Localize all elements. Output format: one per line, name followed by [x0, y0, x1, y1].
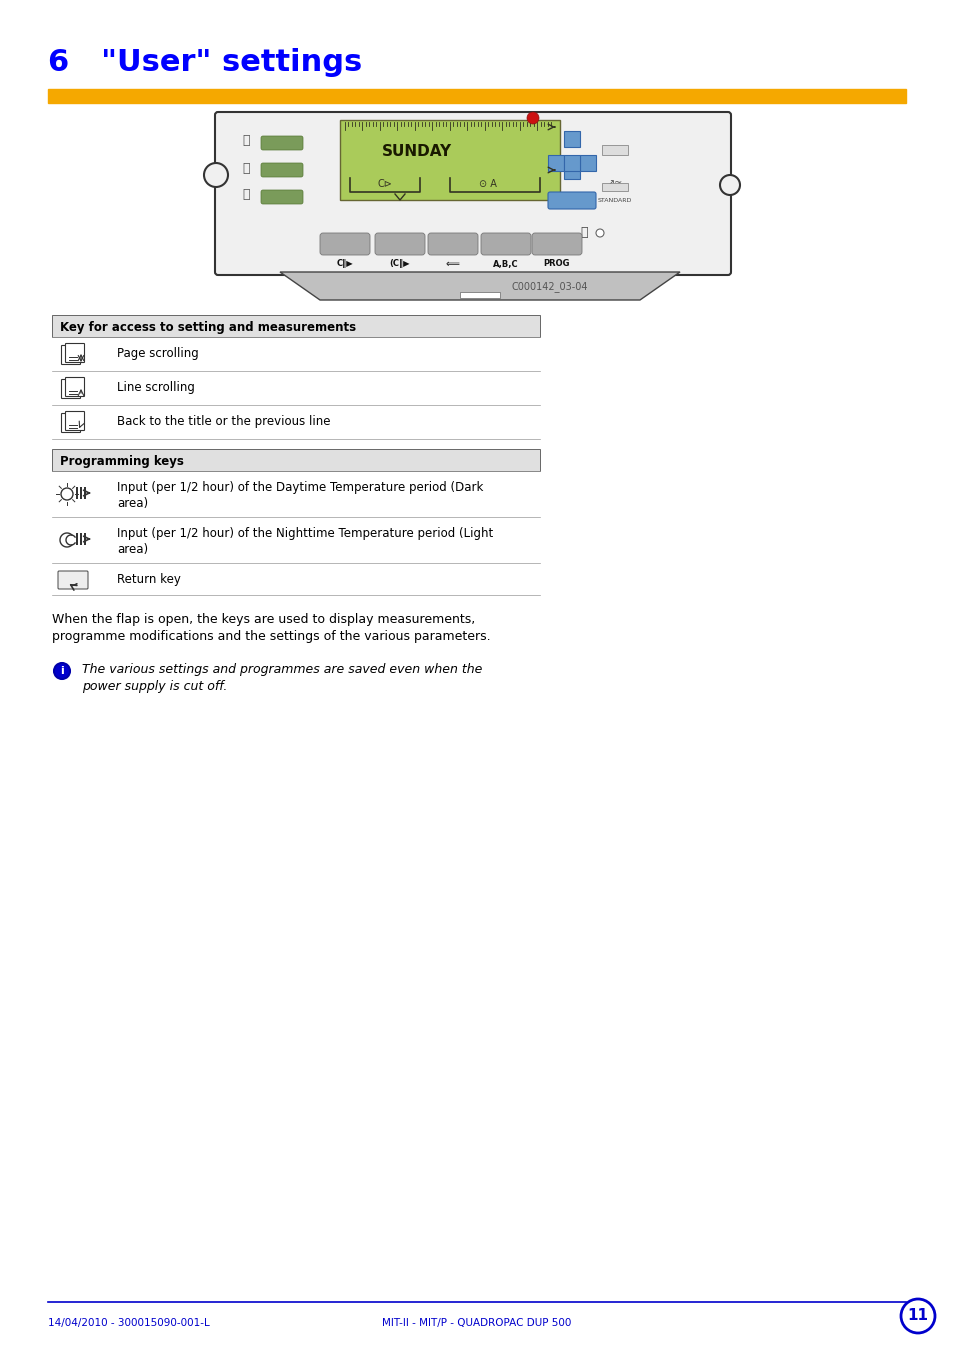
Text: Input (per 1/2 hour) of the Nighttime Temperature period (Light: Input (per 1/2 hour) of the Nighttime Te… [117, 527, 493, 539]
Circle shape [54, 663, 70, 680]
Text: ↗~: ↗~ [606, 178, 622, 188]
Text: power supply is cut off.: power supply is cut off. [82, 680, 227, 693]
Text: 📖: 📖 [242, 189, 250, 201]
Text: SUNDAY: SUNDAY [381, 145, 452, 159]
Bar [52, 449, 539, 471]
Circle shape [526, 112, 538, 124]
Bar [601, 182, 627, 190]
Bar [563, 163, 579, 178]
Text: The various settings and programmes are saved even when the: The various settings and programmes are … [82, 663, 482, 676]
FancyBboxPatch shape [66, 343, 85, 362]
Text: MIT-II - MIT/P - QUADROPAC DUP 500: MIT-II - MIT/P - QUADROPAC DUP 500 [382, 1319, 571, 1328]
Text: PROG: PROG [543, 259, 570, 269]
Bar [76, 534, 78, 544]
FancyBboxPatch shape [375, 232, 424, 255]
Bar [563, 155, 579, 172]
Bar [339, 120, 559, 200]
Bar [84, 486, 86, 499]
Text: i: i [60, 666, 64, 676]
Text: A,B,C: A,B,C [493, 259, 518, 269]
Text: Input (per 1/2 hour) of the Daytime Temperature period (Dark: Input (per 1/2 hour) of the Daytime Temp… [117, 481, 483, 493]
FancyBboxPatch shape [428, 232, 477, 255]
Text: C⊳: C⊳ [377, 178, 392, 189]
FancyBboxPatch shape [66, 412, 85, 431]
Bar [579, 155, 596, 172]
Circle shape [720, 176, 740, 195]
Text: ⟸: ⟸ [446, 259, 459, 269]
Text: ⊙ A: ⊙ A [478, 178, 497, 189]
Bar [459, 292, 499, 299]
Text: Line scrolling: Line scrolling [117, 381, 194, 394]
Bar [547, 155, 563, 172]
Text: area): area) [117, 497, 148, 509]
Text: STANDARD: STANDARD [598, 199, 632, 204]
FancyBboxPatch shape [58, 571, 88, 589]
FancyBboxPatch shape [532, 232, 581, 255]
Text: 6   "User" settings: 6 "User" settings [48, 49, 362, 77]
FancyBboxPatch shape [261, 163, 303, 177]
FancyBboxPatch shape [61, 413, 80, 432]
Bar [601, 145, 627, 155]
FancyBboxPatch shape [61, 380, 80, 399]
Text: 📖: 📖 [242, 162, 250, 174]
Text: Back to the title or the previous line: Back to the title or the previous line [117, 416, 330, 428]
Text: C000142_03-04: C000142_03-04 [511, 281, 588, 292]
Bar [80, 486, 82, 499]
Text: C‖▶: C‖▶ [336, 259, 353, 269]
Text: Key for access to setting and measurements: Key for access to setting and measuremen… [60, 320, 355, 334]
FancyBboxPatch shape [261, 136, 303, 150]
Bar [84, 534, 86, 544]
Text: area): area) [117, 543, 148, 555]
Text: programme modifications and the settings of the various parameters.: programme modifications and the settings… [52, 630, 490, 643]
Polygon shape [280, 272, 679, 300]
FancyBboxPatch shape [480, 232, 531, 255]
Circle shape [204, 163, 228, 186]
Text: Programming keys: Programming keys [60, 454, 184, 467]
FancyBboxPatch shape [261, 190, 303, 204]
Bar [80, 534, 82, 544]
FancyBboxPatch shape [61, 346, 80, 365]
Text: 📖: 📖 [242, 135, 250, 147]
Text: (C‖▶: (C‖▶ [389, 259, 410, 269]
Text: Page scrolling: Page scrolling [117, 347, 198, 361]
Text: Return key: Return key [117, 573, 181, 585]
Bar [76, 486, 78, 499]
FancyBboxPatch shape [547, 192, 596, 209]
FancyBboxPatch shape [319, 232, 370, 255]
FancyBboxPatch shape [214, 112, 730, 276]
Text: 👤: 👤 [579, 227, 587, 239]
Circle shape [900, 1300, 934, 1333]
Circle shape [596, 230, 603, 236]
FancyBboxPatch shape [66, 377, 85, 396]
Bar [52, 315, 539, 336]
Bar [563, 131, 579, 147]
Text: 14/04/2010 - 300015090-001-L: 14/04/2010 - 300015090-001-L [48, 1319, 210, 1328]
Bar [48, 89, 905, 103]
Text: When the flap is open, the keys are used to display measurements,: When the flap is open, the keys are used… [52, 613, 475, 626]
Text: 11: 11 [906, 1309, 927, 1324]
